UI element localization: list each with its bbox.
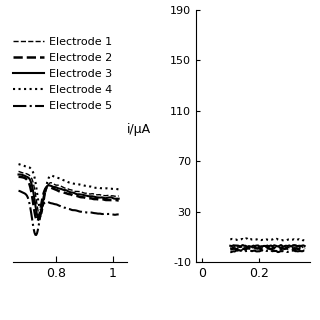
Legend: Electrode 1, Electrode 2, Electrode 3, Electrode 4, Electrode 5: Electrode 1, Electrode 2, Electrode 3, E… — [12, 37, 113, 111]
Y-axis label: i/μA: i/μA — [127, 123, 151, 136]
